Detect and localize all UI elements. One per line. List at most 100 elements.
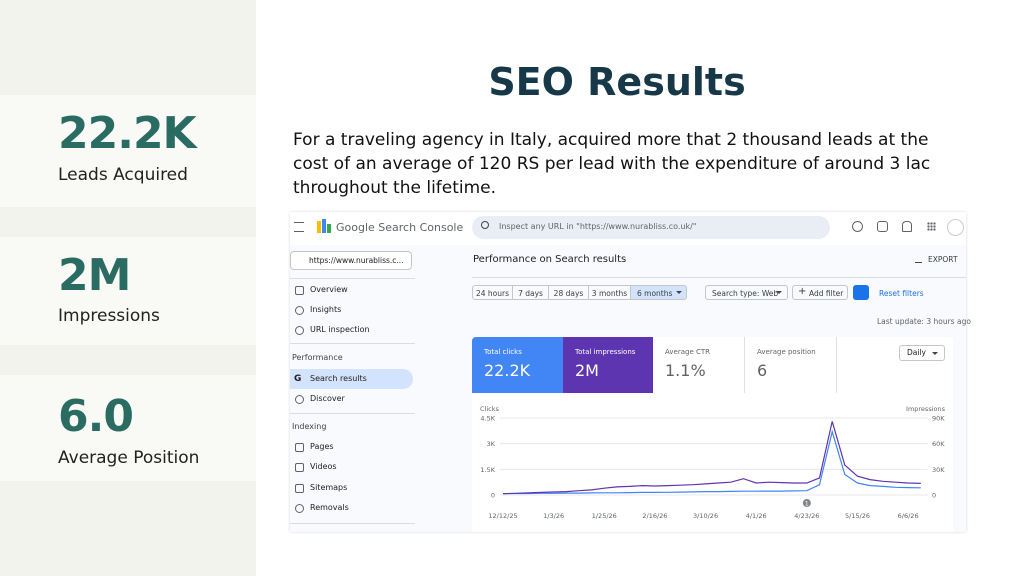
nav-item[interactable]: Sitemaps [310, 483, 348, 492]
filter-icon[interactable] [853, 285, 869, 300]
y2-tick-label: 0 [932, 492, 936, 500]
annotation-marker [802, 499, 811, 507]
nav-item[interactable]: Search results [310, 374, 367, 383]
stat-label: Average Position [58, 448, 200, 468]
x-tick-label: 4/1/26 [746, 512, 767, 520]
metric-card[interactable]: Total clicks 22.2K [472, 337, 563, 393]
reset-filters[interactable]: Reset filters [879, 289, 924, 298]
nav-item[interactable]: URL inspection [310, 325, 370, 334]
y-axis-label: Clicks [480, 405, 499, 413]
y2-tick-label: 30K [932, 466, 945, 474]
nav-item[interactable]: Videos [310, 462, 337, 471]
x-tick-label: 1/3/26 [543, 512, 564, 520]
x-tick-label: 4/23/26 [794, 512, 819, 520]
metric-card[interactable]: Average CTR 1.1% [653, 337, 745, 393]
last-update: Last update: 3 hours ago [877, 317, 971, 326]
annotation: 1 [805, 501, 809, 508]
granularity[interactable]: Daily [899, 345, 945, 361]
x-tick-label: 6/6/26 [898, 512, 919, 520]
metric-value: 2M [575, 361, 599, 380]
x-tick-label: 1/25/26 [592, 512, 617, 520]
metric-label: Total impressions [575, 348, 636, 356]
description: For a traveling agency in Italy, acquire… [293, 130, 931, 198]
nav-item[interactable]: Discover [310, 394, 345, 403]
series-line [502, 421, 921, 495]
page-title: Performance on Search results [473, 254, 627, 265]
metric-value: 22.2K [484, 361, 531, 380]
x-tick-label: 5/15/26 [845, 512, 870, 520]
plus-icon: + [798, 286, 807, 297]
stat-value: 22.2K [58, 108, 197, 159]
nav-icon [295, 463, 304, 472]
y-tick-label: 0 [491, 492, 495, 500]
nav-section[interactable]: Indexing [292, 422, 327, 431]
date-range-selected[interactable]: 6 months [630, 285, 687, 300]
x-tick-label: 2/16/26 [642, 512, 667, 520]
account-icon[interactable] [877, 221, 888, 232]
search-type[interactable]: Search type: Web [705, 285, 788, 300]
x-tick-label: 12/12/25 [488, 512, 517, 520]
property: https://www.nurabliss.c... [309, 256, 404, 265]
divider [290, 343, 415, 344]
divider [290, 278, 415, 279]
y-tick-label: 4.5K [480, 415, 495, 423]
bell-icon[interactable] [902, 221, 912, 232]
search-box[interactable] [472, 216, 830, 239]
metric-card[interactable]: Total impressions 2M [563, 337, 653, 393]
nav-item[interactable]: Pages [310, 442, 334, 451]
y-tick-label: 3K [487, 440, 496, 448]
menu-icon[interactable] [294, 222, 304, 232]
dropdown-arrow [776, 291, 782, 297]
nav-icon [295, 395, 304, 404]
property-selector[interactable] [290, 251, 412, 270]
metric-label: Average position [757, 348, 816, 356]
nav-icon [295, 504, 304, 513]
nav-icon [295, 484, 304, 493]
search-placeholder: Inspect any URL in "https://www.nurablis… [499, 222, 697, 231]
y-tick-label: 1.5K [480, 466, 495, 474]
logo [322, 219, 326, 233]
apps-icon[interactable] [927, 222, 936, 231]
stat-label: Impressions [58, 306, 160, 326]
nav-active [290, 369, 413, 389]
dropdown-arrow [932, 352, 938, 358]
export-icon [915, 255, 922, 263]
divider [290, 523, 415, 524]
help-icon[interactable] [852, 221, 863, 232]
stat-label: Leads Acquired [58, 165, 188, 185]
nav-icon [295, 286, 304, 295]
metric-label: Total clicks [484, 348, 522, 356]
stat-band [0, 95, 256, 207]
y2-axis-label: Impressions [906, 405, 946, 413]
divider [290, 413, 415, 414]
nav-item[interactable]: Overview [310, 285, 348, 294]
metric-label: Average CTR [665, 348, 710, 356]
nav-icon [295, 443, 304, 452]
brand: Google Search Console [336, 221, 464, 234]
stat-band [0, 237, 256, 345]
divider [472, 277, 966, 278]
stat-value: 6.0 [58, 391, 134, 442]
series-line [502, 429, 921, 495]
nav-item[interactable]: Insights [310, 305, 342, 314]
search-icon [481, 221, 489, 229]
metric-value: 1.1% [665, 361, 706, 380]
nav-icon [295, 326, 304, 335]
nav-item[interactable]: Removals [310, 503, 349, 512]
slide-title: SEO Results [488, 60, 746, 104]
stat-value: 2M [58, 250, 131, 301]
metric-card[interactable]: Average position 6 [745, 337, 837, 393]
avatar[interactable] [947, 219, 964, 236]
y2-tick-label: 90K [932, 415, 945, 423]
add-filter[interactable]: Add filter [792, 285, 848, 300]
nav-icon [295, 306, 304, 315]
logo [327, 224, 331, 233]
metric-value: 6 [757, 361, 768, 380]
dropdown-arrow [676, 291, 682, 297]
nav-icon: G [294, 374, 302, 384]
nav-section[interactable]: Performance [292, 353, 343, 362]
export[interactable]: EXPORT [928, 255, 958, 264]
y2-tick-label: 60K [932, 440, 945, 448]
logo [317, 221, 321, 233]
